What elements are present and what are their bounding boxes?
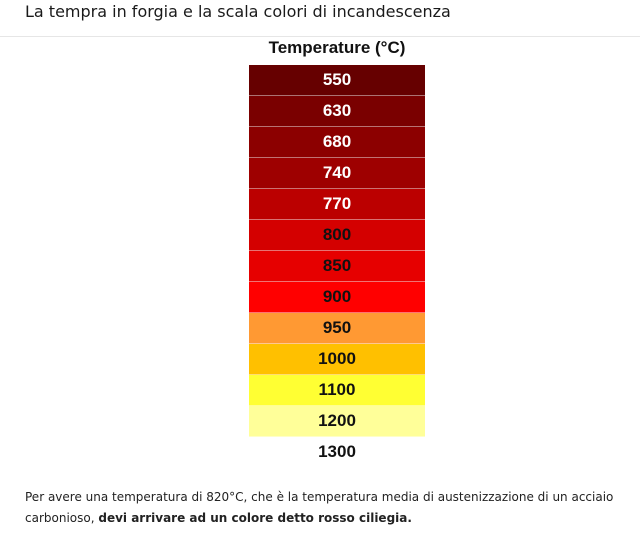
scale-row-label: 740: [322, 163, 352, 182]
scale-row-630: 630: [249, 96, 425, 127]
scale-row-740: 740: [249, 158, 425, 189]
scale-row-850: 850: [249, 251, 425, 282]
scale-row-950: 950: [249, 313, 425, 344]
page-title: La tempra in forgia e la scala colori di…: [25, 2, 451, 21]
color-scale: 550 630 680 740 770 800 850 900 950 1000 1100 1200 1…: [249, 65, 425, 468]
caption-text: Per avere una temperatura di 820°C, che …: [25, 490, 614, 525]
scale-row-770: 770: [249, 189, 425, 220]
scale-row-1200: 1200: [249, 406, 425, 437]
page-header: La tempra in forgia e la scala colori di…: [0, 0, 640, 37]
scale-row-1100: 1100: [249, 375, 425, 406]
scale-row-label: 900: [322, 287, 352, 306]
scale-header: Temperature (°C): [268, 38, 406, 57]
scale-row-label: 1200: [318, 411, 356, 430]
caption-bold: devi arrivare ad un colore detto rosso c…: [98, 511, 412, 525]
scale-row-label: 950: [322, 318, 352, 337]
scale-row-550: 550: [249, 65, 425, 96]
scale-row-label: 770: [322, 194, 352, 213]
scale-row-label: 680: [322, 132, 352, 151]
scale-row-1000: 1000: [249, 344, 425, 375]
scale-row-1300: 1300: [249, 437, 425, 468]
scale-row-label: 550: [322, 70, 352, 89]
scale-row-label: 800: [322, 225, 352, 244]
scale-row-label: 630: [322, 101, 352, 120]
scale-row-800: 800: [249, 220, 425, 251]
caption: Per avere una temperatura di 820°C, che …: [25, 487, 630, 529]
scale-row-900: 900: [249, 282, 425, 313]
scale-row-680: 680: [249, 127, 425, 158]
scale-row-label: 1100: [318, 380, 356, 399]
scale-row-label: 1300: [318, 442, 356, 461]
scale-row-label: 850: [322, 256, 352, 275]
scale-row-label: 1000: [318, 349, 356, 368]
